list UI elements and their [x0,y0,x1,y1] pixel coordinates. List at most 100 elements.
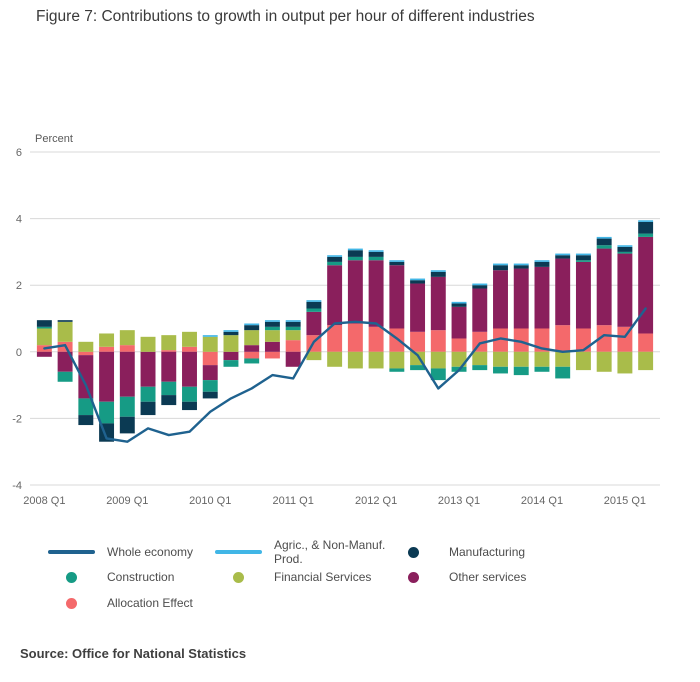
dot-swatch [215,571,262,583]
bar-segment [182,386,197,402]
y-tick-label: 4 [16,214,22,226]
dot-swatch [48,597,95,609]
bar-segment [513,328,529,352]
bar-segment [57,321,73,342]
bar-segment [617,245,633,247]
bar-segment [244,345,260,352]
bar-segment [430,351,446,369]
bar-segment [223,330,239,332]
bar-segment [264,321,280,327]
bar-segment [327,265,343,326]
bar-segment [472,365,488,371]
legend-item-manufacturing: Manufacturing [390,545,700,559]
bar-segment [347,256,363,261]
bar-segment [368,250,384,252]
x-tick-label: 2010 Q1 [189,495,231,507]
legend-label: Whole economy [107,545,194,559]
bar-segment [430,330,446,352]
bar-segment [264,341,280,352]
bar-segment [617,351,633,374]
legend-item-allocation-effect: Allocation Effect [48,596,215,610]
bar-segment [430,276,446,331]
bar-segment [78,341,94,352]
bar-segment [493,328,508,352]
bar-segment [368,351,384,369]
bar-segment [264,326,280,331]
figure-title: Figure 7: Contributions to growth in out… [36,8,535,25]
bar-segment [555,351,571,367]
bar-segment [596,236,612,239]
legend-row: Whole economy Agric., & Non-Manuf. Prod. M… [0,538,700,566]
bar-segment [389,265,405,329]
bar-segment [430,271,446,277]
bar-segment [389,351,405,369]
bar-segment [347,248,363,251]
bar-segment [555,325,571,352]
bar-segment [119,396,135,417]
bar-segment [596,351,612,372]
bar-segment [534,351,550,367]
legend-label: Manufacturing [449,545,526,559]
bar-segment [430,270,446,272]
legend-label: Financial Services [274,570,372,584]
bar-segment [285,320,301,322]
bar-segment [555,255,571,259]
bar-segment [555,366,571,379]
bar-segment [410,278,426,281]
bar-segment [596,245,612,249]
bar-segment [57,351,73,372]
bar-segment [99,346,115,352]
bar-segment [244,325,260,331]
bar-segment [534,328,550,352]
bar-segment [223,351,239,361]
bar-segment [493,263,508,266]
legend-row: Construction Financial Services Other serv… [0,564,700,590]
bar-segment [244,330,260,346]
bar-segment [78,398,94,416]
x-tick-label: 2009 Q1 [106,495,148,507]
bar-segment [534,261,550,267]
bar-segment [534,266,550,329]
legend-item-other-services: Other services [390,570,700,584]
bar-segment [223,331,239,336]
bar-segment [119,345,135,352]
bar-segment [119,416,135,434]
bar-segment [223,335,239,352]
dot-swatch [48,571,95,583]
bar-segment [513,351,529,367]
bar-segment [638,333,654,352]
bar-segment [534,366,550,372]
bar-segment [472,285,488,289]
bar-segment [140,401,156,416]
bar-segment [638,351,654,371]
bar-segment [451,306,467,339]
bar-segment [389,368,405,372]
bar-segment [493,265,508,271]
bar-segment [264,330,280,342]
bar-segment [285,321,301,327]
bar-segment [244,351,260,359]
bar-segment [347,250,363,257]
line-swatch [215,550,262,554]
bar-segment [327,255,343,257]
bar-segment [182,346,197,352]
bar-segment [389,261,405,266]
x-tick-label: 2014 Q1 [521,495,563,507]
x-tick-label: 2013 Q1 [438,495,480,507]
bar-segment [264,351,280,359]
legend-label: Other services [449,570,527,584]
bar-segment [451,301,467,304]
bar-segment [451,338,467,352]
bar-segment [493,351,508,367]
legend-item-agric-non-manuf-prod: Agric., & Non-Manuf. Prod. [215,538,390,566]
bar-segment [596,325,612,352]
x-tick-label: 2015 Q1 [604,495,646,507]
bar-segment [99,401,115,424]
bar-segment [575,260,591,262]
bar-segment [410,283,426,332]
y-tick-label: 6 [16,147,22,159]
bar-segment [347,323,363,352]
bar-segment [161,335,177,351]
